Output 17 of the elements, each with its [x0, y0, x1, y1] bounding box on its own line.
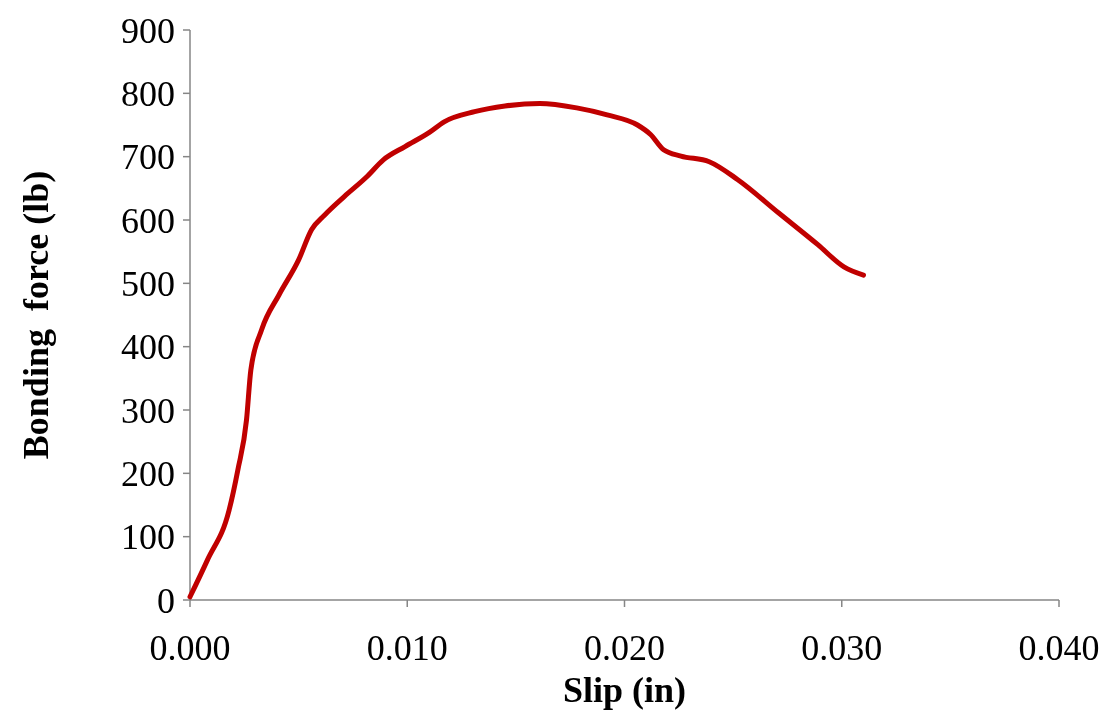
y-tick-label: 600	[121, 200, 175, 241]
x-tick-label: 0.020	[584, 628, 665, 668]
y-tick-label: 700	[121, 137, 175, 178]
y-tick-label: 200	[121, 453, 175, 494]
y-tick-label: 400	[121, 327, 175, 368]
x-tick-label: 0.040	[1018, 628, 1100, 668]
y-tick-label: 100	[121, 517, 175, 558]
x-tick-label: 0.000	[149, 628, 231, 668]
y-tick-label: 300	[121, 390, 175, 431]
y-tick-label: 800	[121, 73, 175, 114]
y-tick-label: 900	[121, 10, 175, 51]
y-axis-title: Bonding force (lb)	[16, 170, 56, 460]
x-axis-title: Slip (in)	[562, 670, 687, 710]
x-tick-label: 0.030	[801, 628, 883, 668]
y-tick-label: 0	[157, 580, 175, 621]
x-tick-label: 0.010	[366, 628, 448, 668]
y-tick-label: 500	[121, 263, 175, 304]
